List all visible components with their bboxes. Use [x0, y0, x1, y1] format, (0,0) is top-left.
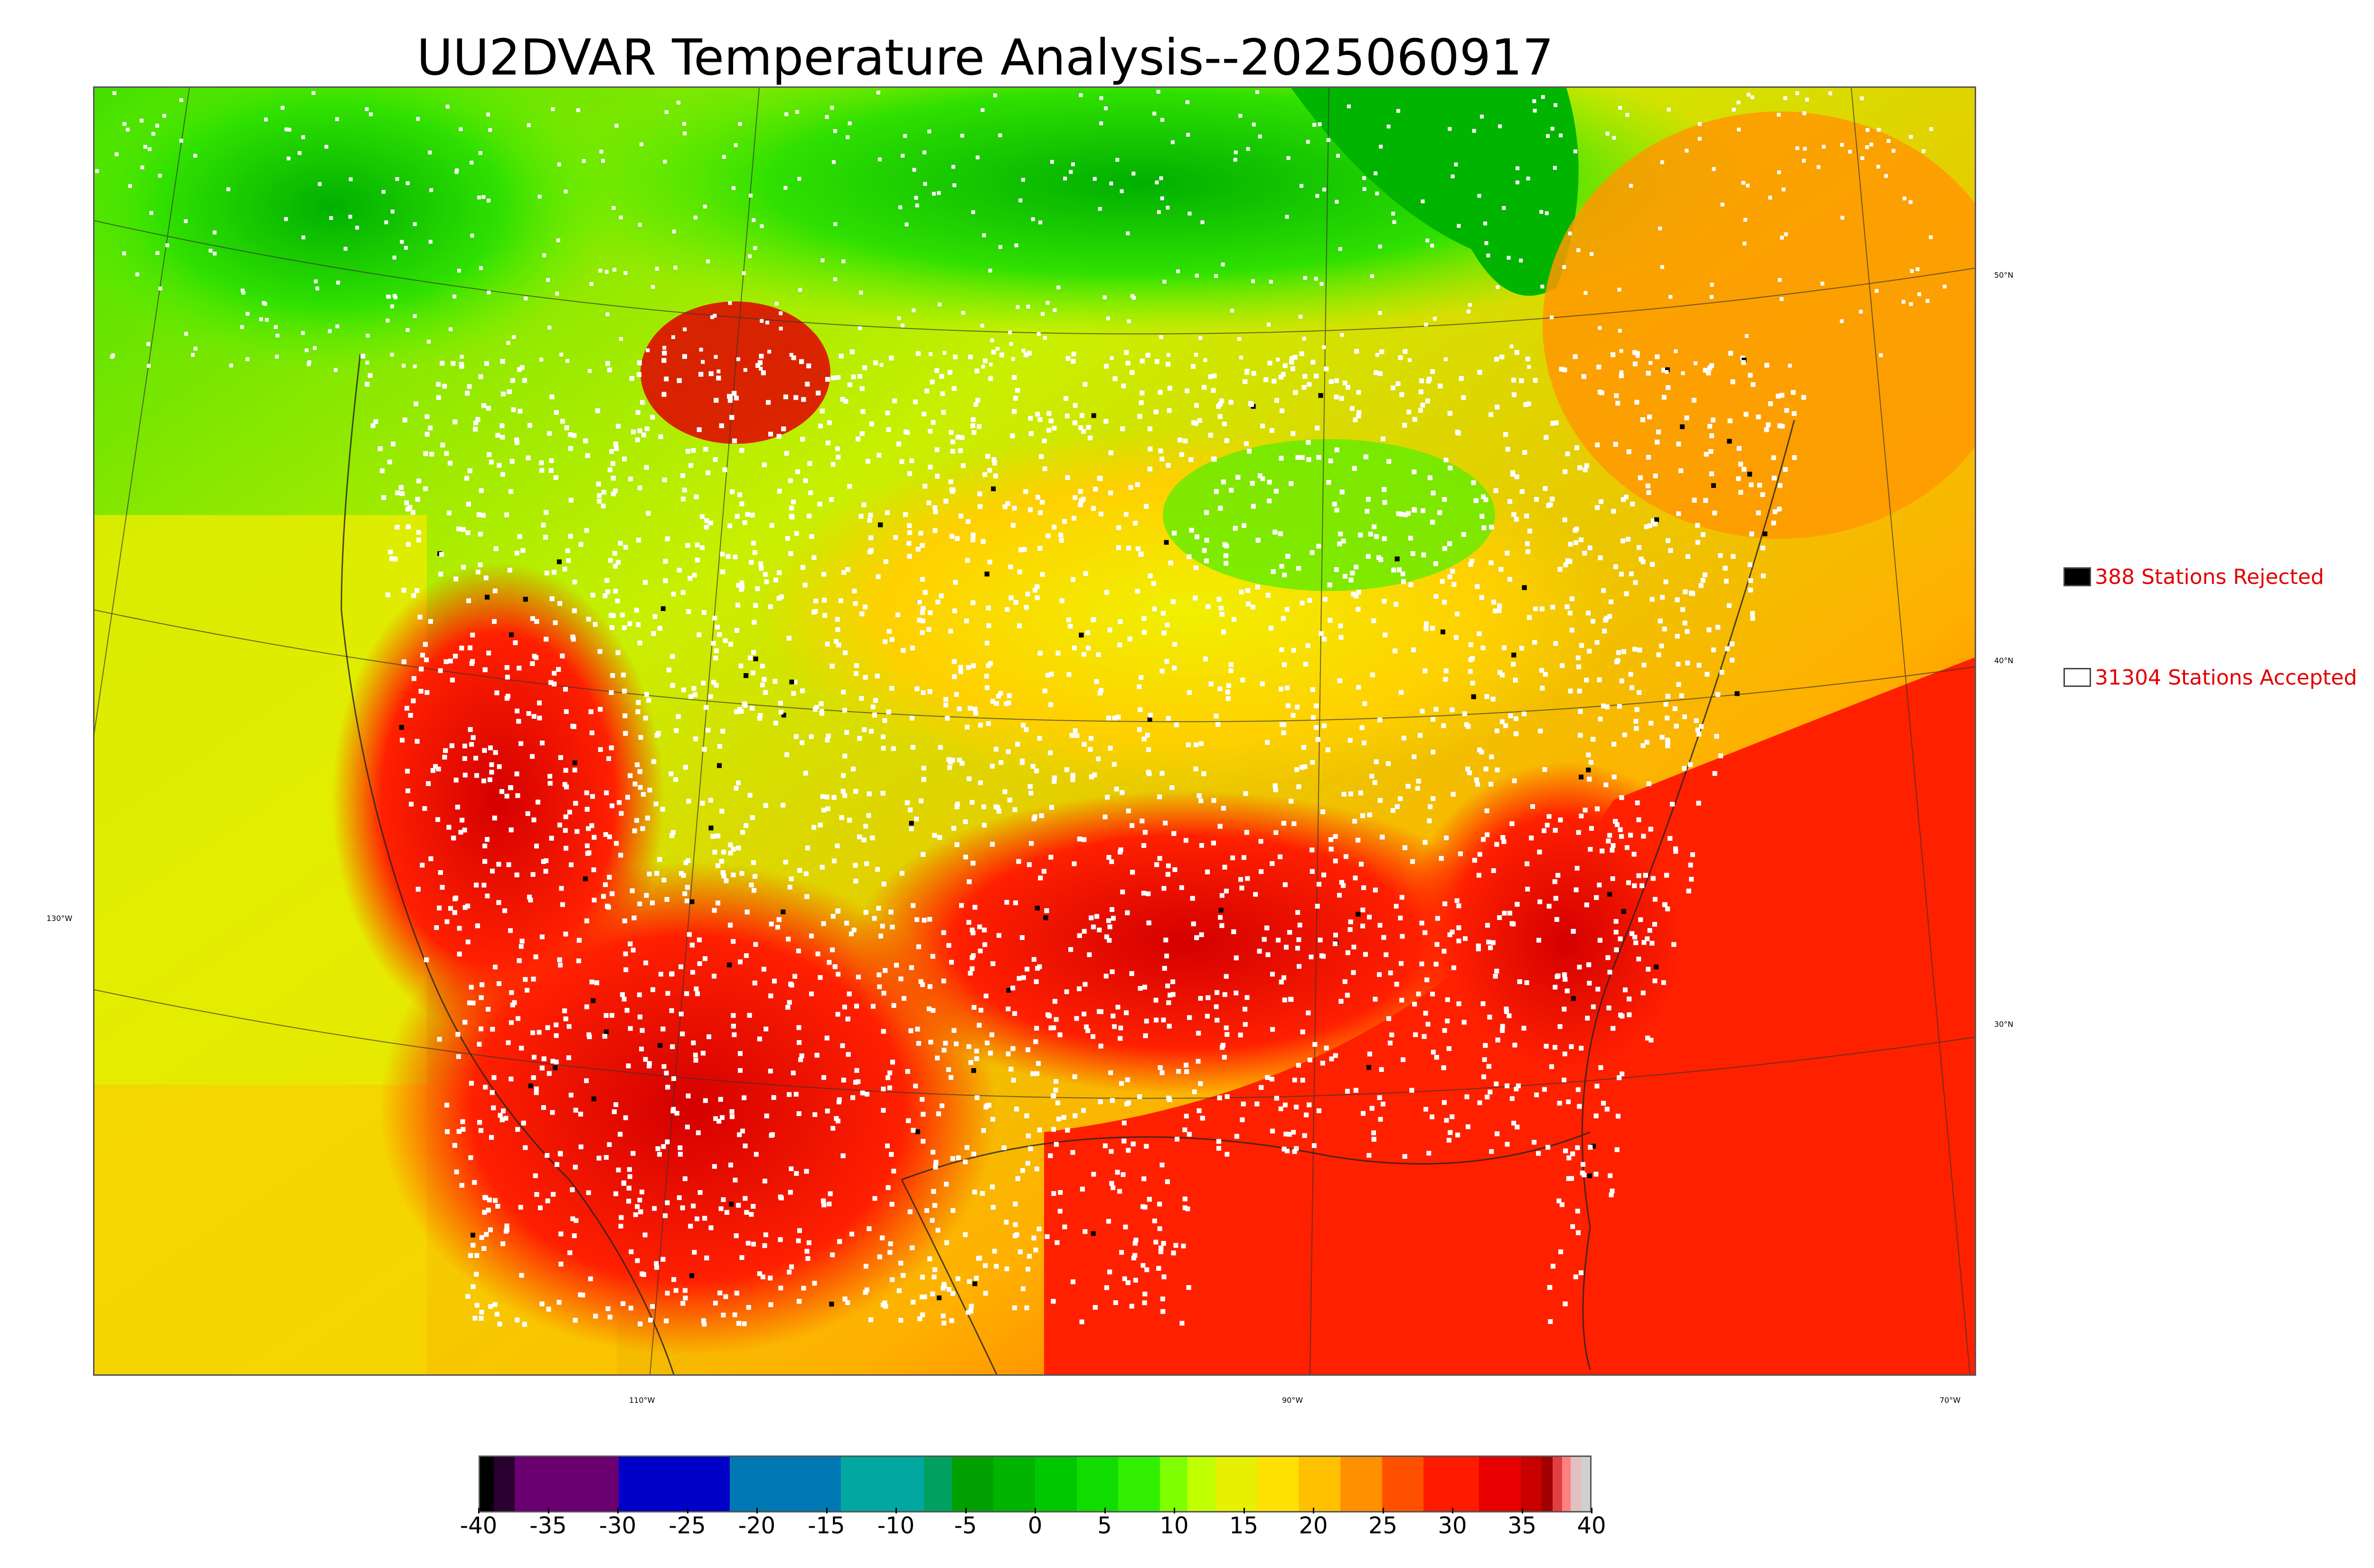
colorbar-segment: [1582, 1457, 1590, 1511]
colorbar-tick-label: 10: [1159, 1512, 1189, 1539]
legend-rejected-swatch: [2063, 567, 2091, 586]
colorbar-tick-label: -35: [529, 1512, 567, 1539]
colorbar-segment: [730, 1457, 841, 1511]
colorbar-tickmark: [1104, 1508, 1106, 1513]
colorbar-tickmark: [1382, 1508, 1384, 1513]
lon-label-90: 90°W: [1282, 1396, 1303, 1405]
colorbar-tickmark: [687, 1508, 688, 1513]
colorbar-tickmark: [617, 1508, 619, 1513]
colorbar-segment: [1562, 1457, 1571, 1511]
colorbar-tick-label: -5: [954, 1512, 977, 1539]
colorbar-tickmark: [1243, 1508, 1245, 1513]
colorbar-tick-label: 30: [1438, 1512, 1467, 1539]
colorbar-segment: [840, 1457, 924, 1511]
lat-label-40: 40°N: [1994, 656, 2014, 665]
colorbar-segment: [993, 1457, 1035, 1511]
colorbar-tick-label: -40: [460, 1512, 498, 1539]
colorbar-tickmark: [1591, 1508, 1592, 1513]
colorbar-segment: [619, 1457, 730, 1511]
colorbar-segment: [1382, 1457, 1424, 1511]
graticule: [94, 88, 1975, 1374]
colorbar-segment: [1076, 1457, 1119, 1511]
colorbar-tickmark: [1174, 1508, 1175, 1513]
colorbar-segment: [1423, 1457, 1479, 1511]
lon-label-130: 130°W: [47, 914, 73, 923]
legend-accepted: 31304 Stations Accepted: [2063, 665, 2357, 690]
colorbar-segment: [494, 1457, 515, 1511]
colorbar-segment: [1541, 1457, 1553, 1511]
colorbar-tick-label: 5: [1097, 1512, 1112, 1539]
colorbar-segment: [1479, 1457, 1521, 1511]
lon-label-110: 110°W: [629, 1396, 655, 1405]
colorbar-segment: [1159, 1457, 1188, 1511]
colorbar-tick-label: 25: [1368, 1512, 1398, 1539]
coastlines: [340, 353, 1795, 1374]
colorbar-tickmark: [547, 1508, 549, 1513]
colorbar-tick-label: -10: [877, 1512, 915, 1539]
colorbar-tickmark: [965, 1508, 967, 1513]
colorbar-tickmark: [1452, 1508, 1453, 1513]
colorbar-segment: [1340, 1457, 1382, 1511]
colorbar-tickmark: [1313, 1508, 1314, 1513]
colorbar-tick-label: -20: [738, 1512, 776, 1539]
colorbar-tickmark: [826, 1508, 828, 1513]
colorbar-tickmark: [1035, 1508, 1036, 1513]
legend-rejected-label: 388 Stations Rejected: [2095, 564, 2324, 589]
colorbar-tickmark: [1521, 1508, 1523, 1513]
temperature-colorbar: [479, 1455, 1592, 1512]
temperature-map-canvas: [94, 88, 1975, 1374]
lon-label-70: 70°W: [1940, 1396, 1961, 1405]
colorbar-tick-label: -30: [599, 1512, 637, 1539]
colorbar-tickmark: [756, 1508, 758, 1513]
colorbar-segment: [1215, 1457, 1257, 1511]
colorbar-tick-label: -15: [808, 1512, 845, 1539]
colorbar-segment: [1520, 1457, 1542, 1511]
colorbar-segment: [1035, 1457, 1077, 1511]
colorbar-segment: [1299, 1457, 1340, 1511]
map-title: UU2DVAR Temperature Analysis--2025060917: [416, 28, 1554, 86]
legend-accepted-label: 31304 Stations Accepted: [2095, 665, 2357, 690]
colorbar-segment: [1570, 1457, 1582, 1511]
colorbar-segment: [1187, 1457, 1215, 1511]
colorbar-segment: [515, 1457, 619, 1511]
colorbar-tickmark: [478, 1508, 480, 1513]
colorbar-tick-label: -25: [669, 1512, 706, 1539]
colorbar-segment: [1257, 1457, 1299, 1511]
legend-rejected: 388 Stations Rejected: [2063, 565, 2324, 589]
colorbar-segment: [951, 1457, 994, 1511]
colorbar-tick-label: 20: [1299, 1512, 1328, 1539]
colorbar-segment: [1118, 1457, 1160, 1511]
temperature-map: [93, 86, 1976, 1376]
colorbar-tick-label: 0: [1027, 1512, 1043, 1539]
lat-label-50: 50°N: [1994, 271, 2014, 280]
colorbar-tickmark: [895, 1508, 897, 1513]
colorbar-segment: [1552, 1457, 1563, 1511]
legend-accepted-swatch: [2063, 668, 2091, 687]
lat-label-30: 30°N: [1994, 1020, 2014, 1029]
colorbar-tick-label: 15: [1229, 1512, 1259, 1539]
colorbar-tick-label: 35: [1507, 1512, 1537, 1539]
colorbar-segment: [480, 1457, 494, 1511]
station-markers: [95, 90, 1947, 1327]
colorbar-tick-label: 40: [1577, 1512, 1606, 1539]
colorbar-segment: [924, 1457, 952, 1511]
